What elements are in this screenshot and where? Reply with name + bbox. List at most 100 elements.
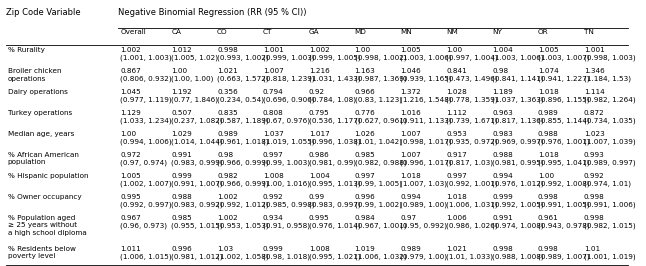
Text: 1.021
(1.01, 1.033): 1.021 (1.01, 1.033) xyxy=(446,246,494,260)
Text: 0.841
(0.473, 1.496): 0.841 (0.473, 1.496) xyxy=(446,68,498,82)
Text: CO: CO xyxy=(217,29,227,35)
Text: 0.999
(0.98, 1.018): 0.999 (0.98, 1.018) xyxy=(263,246,310,260)
Text: MN: MN xyxy=(401,29,412,35)
Text: 0.963
(0.817, 1.136): 0.963 (0.817, 1.136) xyxy=(492,110,544,124)
Text: NY: NY xyxy=(492,29,502,35)
Text: MD: MD xyxy=(355,29,366,35)
Text: 0.989
(0.979, 1.00): 0.989 (0.979, 1.00) xyxy=(401,246,448,260)
Text: Median age, years: Median age, years xyxy=(8,131,74,137)
Text: 0.995
(0.976, 1.014): 0.995 (0.976, 1.014) xyxy=(309,215,360,228)
Text: 0.993
(0.989, 0.997): 0.993 (0.989, 0.997) xyxy=(584,152,636,166)
Text: 1.346
(1.184, 1.53): 1.346 (1.184, 1.53) xyxy=(584,68,630,82)
Text: 1.005
(1.002, 1.007): 1.005 (1.002, 1.007) xyxy=(120,173,172,187)
Text: 1.163
(0.987, 1.369): 1.163 (0.987, 1.369) xyxy=(355,68,406,82)
Text: 1.005
(1.003, 1.006): 1.005 (1.003, 1.006) xyxy=(401,47,452,61)
Text: 1.007
(0.998, 1.017): 1.007 (0.998, 1.017) xyxy=(401,131,452,145)
Text: Negative Binomial Regression (RR (95 % CI)): Negative Binomial Regression (RR (95 % C… xyxy=(118,8,307,17)
Text: 1.011
(1.006, 1.015): 1.011 (1.006, 1.015) xyxy=(120,246,172,260)
Text: 0.984
(0.967, 1.001): 0.984 (0.967, 1.001) xyxy=(355,215,406,228)
Text: 0.794
(0.696, 0.906): 0.794 (0.696, 0.906) xyxy=(263,89,315,103)
Text: % African American
population: % African American population xyxy=(8,152,78,165)
Text: 0.997
(0.99, 1.005): 0.997 (0.99, 1.005) xyxy=(355,173,402,187)
Text: CT: CT xyxy=(263,29,272,35)
Text: 0.998
(0.991, 1.006): 0.998 (0.991, 1.006) xyxy=(584,194,636,208)
Text: 1.017
(0.996, 1.038): 1.017 (0.996, 1.038) xyxy=(309,131,360,145)
Text: 1.01
(1.001, 1.019): 1.01 (1.001, 1.019) xyxy=(584,246,636,260)
Text: 1.00
(0.992, 1.008): 1.00 (0.992, 1.008) xyxy=(538,173,590,187)
Text: 1.112
(0.739, 1.671): 1.112 (0.739, 1.671) xyxy=(446,110,498,124)
Text: 1.002
(0.992, 1.012): 1.002 (0.992, 1.012) xyxy=(217,194,269,208)
Text: 0.92
(0.784, 1.08): 0.92 (0.784, 1.08) xyxy=(309,89,356,103)
Text: 0.808
(0.67, 0.976): 0.808 (0.67, 0.976) xyxy=(263,110,310,124)
Text: 1.037
(1.019, 1.055): 1.037 (1.019, 1.055) xyxy=(263,131,315,145)
Text: 1.002
(0.999, 1.005): 1.002 (0.999, 1.005) xyxy=(309,47,360,61)
Text: 0.872
(0.734, 1.035): 0.872 (0.734, 1.035) xyxy=(584,110,636,124)
Text: Dairy operations: Dairy operations xyxy=(8,89,67,95)
Text: 0.972
(0.97, 0.974): 0.972 (0.97, 0.974) xyxy=(120,152,167,166)
Text: Broiler chicken
operations: Broiler chicken operations xyxy=(8,68,61,82)
Text: 0.999
(0.992, 1.005): 0.999 (0.992, 1.005) xyxy=(492,194,544,208)
Text: 0.998
(0.989, 1.007): 0.998 (0.989, 1.007) xyxy=(538,246,590,260)
Text: 1.026
(1.01, 1.042): 1.026 (1.01, 1.042) xyxy=(355,131,402,145)
Text: 0.997
(0.99, 1.003): 0.997 (0.99, 1.003) xyxy=(263,152,310,166)
Text: 0.99
(0.983, 0.997): 0.99 (0.983, 0.997) xyxy=(309,194,360,208)
Text: 1.00
(0.994, 1.006): 1.00 (0.994, 1.006) xyxy=(120,131,172,145)
Text: 1.216
(1.031, 1.433): 1.216 (1.031, 1.433) xyxy=(309,68,360,82)
Text: 0.934
(0.91, 0.958): 0.934 (0.91, 0.958) xyxy=(263,215,310,228)
Text: 0.989
(0.855, 1.144): 0.989 (0.855, 1.144) xyxy=(538,110,590,124)
Text: 1.002
(0.953, 1.053): 1.002 (0.953, 1.053) xyxy=(217,215,269,228)
Text: NM: NM xyxy=(446,29,458,35)
Text: 1.018
(1.006, 1.031): 1.018 (1.006, 1.031) xyxy=(446,194,498,208)
Text: 0.917
(0.817, 1.03): 0.917 (0.817, 1.03) xyxy=(446,152,494,166)
Text: 0.997
(0.992, 1.001): 0.997 (0.992, 1.001) xyxy=(446,173,498,187)
Text: 1.012
(1.005, 1.02): 1.012 (1.005, 1.02) xyxy=(171,47,218,61)
Text: 1.023
(1.007, 1.039): 1.023 (1.007, 1.039) xyxy=(584,131,636,145)
Text: 0.998
(0.993, 1.002): 0.998 (0.993, 1.002) xyxy=(217,47,269,61)
Text: 0.795
(0.536, 1.177): 0.795 (0.536, 1.177) xyxy=(309,110,360,124)
Text: 0.776
(0.627, 0.961): 0.776 (0.627, 0.961) xyxy=(355,110,406,124)
Text: 0.98
(0.966, 0.999): 0.98 (0.966, 0.999) xyxy=(217,152,269,166)
Text: Zip Code Variable: Zip Code Variable xyxy=(6,8,81,17)
Text: 1.008
(1.00, 1.016): 1.008 (1.00, 1.016) xyxy=(263,173,310,187)
Text: 0.98
(0.841, 1.141): 0.98 (0.841, 1.141) xyxy=(492,68,544,82)
Text: 0.988
(0.981, 0.995): 0.988 (0.981, 0.995) xyxy=(492,152,544,166)
Text: % Owner occupancy: % Owner occupancy xyxy=(8,194,81,200)
Text: % Residents below
poverty level: % Residents below poverty level xyxy=(8,246,76,259)
Text: 1.006
(0.986, 1.026): 1.006 (0.986, 1.026) xyxy=(446,215,498,228)
Text: 1.018
(0.896, 1.155): 1.018 (0.896, 1.155) xyxy=(538,89,590,103)
Text: 1.004
(0.995, 1.013): 1.004 (0.995, 1.013) xyxy=(309,173,360,187)
Text: 0.985
(0.955, 1.015): 0.985 (0.955, 1.015) xyxy=(171,215,223,228)
Text: 1.189
(1.037, 1.363): 1.189 (1.037, 1.363) xyxy=(492,89,544,103)
Text: 1.028
(0.778, 1.359): 1.028 (0.778, 1.359) xyxy=(446,89,498,103)
Text: 0.985
(0.982, 0.988): 0.985 (0.982, 0.988) xyxy=(355,152,406,166)
Text: CA: CA xyxy=(171,29,182,35)
Text: OR: OR xyxy=(538,29,548,35)
Text: 1.029
(1.014, 1.044): 1.029 (1.014, 1.044) xyxy=(171,131,223,145)
Text: 0.867
(0.806, 0.932): 0.867 (0.806, 0.932) xyxy=(120,68,172,82)
Text: 0.999
(0.991, 1.007): 0.999 (0.991, 1.007) xyxy=(171,173,223,187)
Text: 1.192
(0.77, 1.846): 1.192 (0.77, 1.846) xyxy=(171,89,218,103)
Text: 1.129
(1.033, 1.234): 1.129 (1.033, 1.234) xyxy=(120,110,172,124)
Text: 1.004
(1.003, 1.006): 1.004 (1.003, 1.006) xyxy=(492,47,544,61)
Text: 0.967
(0.96, 0.973): 0.967 (0.96, 0.973) xyxy=(120,215,167,228)
Text: 1.046
(0.939, 1.165): 1.046 (0.939, 1.165) xyxy=(401,68,452,82)
Text: 0.994
(0.976, 1.012): 0.994 (0.976, 1.012) xyxy=(492,173,544,187)
Text: 0.998
(0.988, 1.008): 0.998 (0.988, 1.008) xyxy=(492,246,544,260)
Text: 1.001
(0.999, 1.003): 1.001 (0.999, 1.003) xyxy=(263,47,315,61)
Text: Turkey operations: Turkey operations xyxy=(8,110,72,116)
Text: 0.982
(0.966, 0.999): 0.982 (0.966, 0.999) xyxy=(217,173,269,187)
Text: 0.356
(0.234, 0.54): 0.356 (0.234, 0.54) xyxy=(217,89,264,103)
Text: 1.008
(0.995, 1.021): 1.008 (0.995, 1.021) xyxy=(309,246,360,260)
Text: 1.045
(0.977, 1.119): 1.045 (0.977, 1.119) xyxy=(120,89,172,103)
Text: % Rurality: % Rurality xyxy=(8,47,45,53)
Text: 1.021
(0.663, 1.572): 1.021 (0.663, 1.572) xyxy=(217,68,269,82)
Text: 0.988
(0.983, 0.992): 0.988 (0.983, 0.992) xyxy=(171,194,223,208)
Text: 0.966
(0.83, 1.123): 0.966 (0.83, 1.123) xyxy=(355,89,402,103)
Text: Overall: Overall xyxy=(120,29,146,35)
Text: 1.114
(0.982, 1.264): 1.114 (0.982, 1.264) xyxy=(584,89,636,103)
Text: GA: GA xyxy=(309,29,319,35)
Text: 0.995
(0.992, 0.997): 0.995 (0.992, 0.997) xyxy=(120,194,172,208)
Text: 0.986
(0.981, 0.99): 0.986 (0.981, 0.99) xyxy=(309,152,356,166)
Text: 1.00
(0.997, 1.004): 1.00 (0.997, 1.004) xyxy=(446,47,498,61)
Text: 0.996
(0.981, 1.012): 0.996 (0.981, 1.012) xyxy=(171,246,223,260)
